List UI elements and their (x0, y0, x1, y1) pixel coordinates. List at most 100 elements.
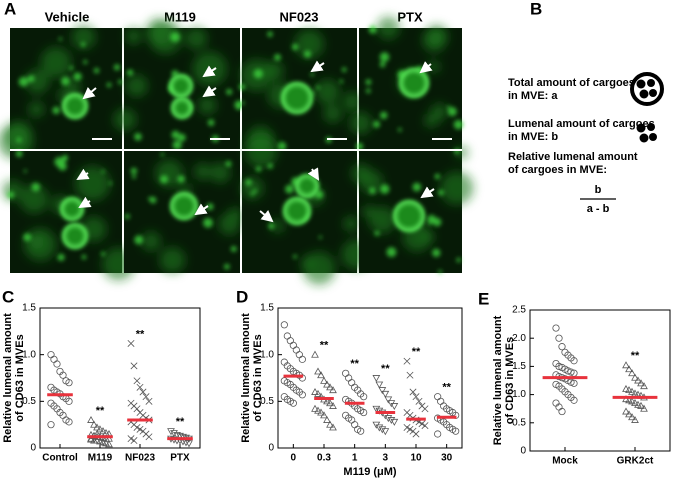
haze-blob (294, 29, 324, 59)
punctum (310, 72, 314, 77)
mve-fill (173, 99, 191, 117)
significance: ** (96, 405, 105, 417)
punctum (118, 79, 123, 85)
significance: ** (381, 363, 390, 375)
punctum (380, 111, 388, 120)
micrograph (0, 25, 123, 160)
data-point (452, 427, 460, 435)
punctum (58, 37, 63, 41)
data-point (280, 321, 288, 329)
data-point (292, 346, 300, 354)
y-tick-label: 1.0 (22, 349, 36, 360)
panel-label: B (530, 0, 542, 18)
punctum (240, 101, 245, 105)
arrow (82, 86, 97, 100)
punctum (171, 130, 180, 139)
data-point (133, 377, 141, 385)
data-point (323, 380, 331, 388)
punctum (438, 189, 444, 196)
punctum (31, 182, 41, 192)
data-point (53, 360, 61, 368)
arrow (202, 65, 217, 78)
micrograph (113, 18, 244, 150)
data-point (65, 397, 73, 405)
punctum (253, 68, 264, 79)
punctum (355, 142, 364, 151)
data-point (326, 399, 334, 407)
punctum (148, 196, 152, 201)
data-point (323, 397, 331, 405)
haze-blob (270, 219, 285, 233)
data-point (634, 376, 642, 384)
data-point (90, 420, 98, 428)
y-axis-label: of CD63 in MVEs (504, 337, 516, 424)
punctum (456, 257, 462, 263)
punctum (172, 140, 182, 150)
data-point (628, 413, 636, 421)
legend-text: Relative lumenal amount (508, 151, 638, 163)
data-point (170, 430, 178, 438)
y-tick-label: 0 (520, 446, 526, 457)
data-point (640, 382, 648, 390)
data-point (622, 407, 630, 415)
haze-blob (125, 74, 148, 97)
data-point (176, 432, 184, 440)
mve-fill (64, 225, 86, 247)
haze-blob (28, 101, 45, 118)
punctum (27, 75, 35, 83)
x-tick-label: 0 (291, 453, 297, 464)
puncta (16, 37, 123, 143)
y-tick-label: 1.0 (512, 389, 526, 400)
data-point (390, 403, 399, 411)
haze-blob (71, 25, 96, 50)
data-point (631, 415, 639, 423)
x-tick-label: NF023 (125, 453, 155, 464)
punctum (447, 107, 457, 117)
punctum (274, 54, 281, 61)
data-point (412, 430, 420, 438)
haze-blob (315, 79, 340, 105)
legend-text: Total amount of cargoes (508, 77, 635, 89)
plot-frame (277, 307, 463, 449)
haze-blob (376, 16, 400, 40)
punctum (368, 25, 377, 34)
punctum (432, 248, 441, 258)
data-point (50, 355, 58, 363)
punctum (16, 137, 22, 143)
haze-blob (240, 177, 264, 200)
mve-ring (62, 223, 88, 249)
micrograph (238, 28, 363, 153)
punctum (134, 235, 144, 245)
significance: ** (320, 340, 329, 352)
data-point (558, 407, 566, 416)
data-point (345, 374, 353, 382)
data-point (421, 405, 429, 413)
data-point (637, 401, 645, 409)
punctum (285, 184, 294, 194)
data-point (329, 401, 337, 409)
haze-blob (192, 51, 227, 87)
haze-blob (362, 205, 375, 218)
y-axis-label: of CD63 in MVEs (14, 334, 26, 421)
data-point (65, 379, 73, 387)
x-tick-label: 30 (441, 453, 453, 464)
significance: ** (442, 382, 451, 394)
data-point (625, 386, 633, 394)
haze-blob (421, 230, 434, 244)
x-tick-label: 0.3 (317, 453, 331, 464)
punctum (267, 163, 273, 169)
data-point (133, 405, 141, 413)
y-tick-label: 2.0 (512, 333, 526, 344)
punctum (130, 167, 138, 175)
punctum (341, 67, 347, 73)
punctum (427, 214, 436, 224)
x-tick-label: 1 (352, 453, 358, 464)
legend-text: in MVE: a (508, 90, 558, 102)
punctum (434, 173, 441, 180)
arrow (307, 167, 320, 181)
column-label: PTX (397, 9, 423, 24)
data-point (96, 425, 104, 433)
data-point (326, 383, 334, 391)
punctum (268, 223, 275, 230)
punctum (397, 127, 402, 132)
